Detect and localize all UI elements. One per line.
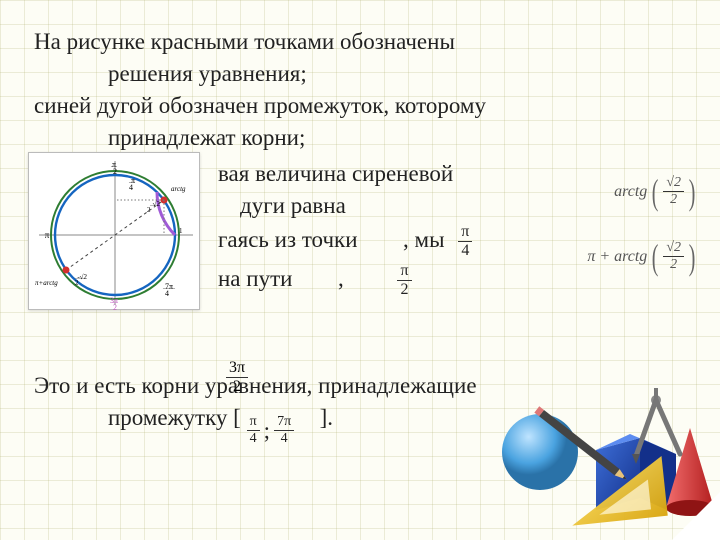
paragraph-1-line-2: решения уравнения;	[34, 60, 686, 88]
paragraph-2-line-2: принадлежат корни;	[34, 124, 686, 152]
mid-line-4a: на пути	[218, 266, 292, 291]
frac-pi-4-inline: π 4	[458, 224, 472, 259]
formula-arctg-sqrt2-2: arctg ( √2 2 )	[614, 176, 698, 207]
formula-pi-plus-arctg: π + arctg ( √2 2 )	[587, 241, 698, 272]
lbl-pi: π	[45, 230, 50, 240]
interval-close: ].	[320, 405, 333, 430]
lbl-pi2: π — 2	[110, 160, 119, 176]
mid-line-4b: ,	[338, 266, 344, 291]
paragraph-2-line-1: синей дугой обозначен промежуток, которо…	[34, 92, 686, 120]
paragraph-4: промежутку [ π4 ; 7π4 ].	[34, 404, 686, 446]
lbl-arctg: arctg	[171, 185, 186, 193]
mid-line-3b: , мы	[403, 227, 445, 252]
lbl-3pi2: 3π — 2	[110, 296, 120, 311]
lbl-7pi4: 7π——4	[162, 282, 176, 298]
frac-pi-2-inline: π 2	[397, 263, 411, 298]
lbl-pi-arctg: π+arctg	[35, 279, 58, 287]
interval-fracs: π4 ; 7π4	[247, 415, 295, 446]
right-formula-column: arctg ( √2 2 ) π + arctg ( √2 2 )	[587, 176, 698, 272]
unit-circle-figure: π — 2 3π — 2 π π—4 1 arctg π+arctg √2—2	[28, 152, 200, 310]
lbl-pi4: π—4	[128, 176, 136, 192]
page-content: На рисунке красными точками обозначены р…	[0, 0, 720, 540]
mid-line-3a: гаясь из точки	[218, 227, 358, 252]
interval-open: промежутку [	[108, 405, 241, 430]
unit-circle-svg: π — 2 3π — 2 π π—4 1 arctg π+arctg √2—2	[29, 153, 201, 311]
frac-3pi-2: 3π 2	[226, 360, 248, 395]
paragraph-1-line-1: На рисунке красными точками обозначены	[34, 28, 686, 56]
lbl-1: 1	[179, 227, 183, 235]
lbl-sq2: √2—2	[147, 200, 160, 214]
paragraph-3: Это и есть корни уравнения, принадлежащи…	[34, 372, 686, 400]
